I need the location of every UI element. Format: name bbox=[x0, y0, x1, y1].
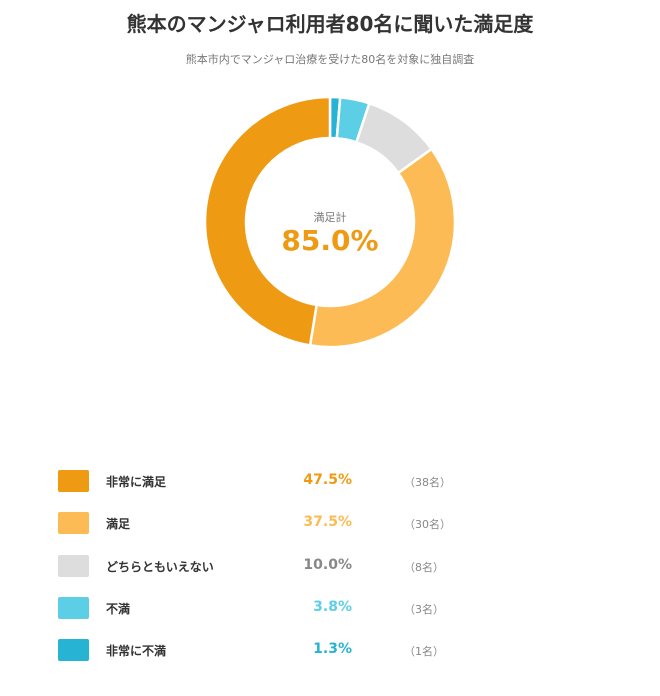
chart-title: 熊本のマンジャロ利用者80名に聞いた満足度 bbox=[126, 12, 534, 36]
legend-label: 満足 bbox=[106, 517, 131, 531]
legend-item: 満足 37.5% （30名） bbox=[0, 512, 660, 534]
legend-count: （30名） bbox=[404, 518, 451, 531]
legend-percent: 37.5% bbox=[303, 514, 352, 530]
legend-percent: 10.0% bbox=[303, 557, 352, 573]
legend-item: どちらともいえない 10.0% （8名） bbox=[0, 555, 660, 577]
legend-count: （1名） bbox=[404, 645, 444, 658]
legend-label: 非常に満足 bbox=[106, 475, 167, 489]
legend-label: 非常に不満 bbox=[106, 644, 167, 658]
chart-subtitle: 熊本市内でマンジャロ治療を受けた80名を対象に独自調査 bbox=[185, 53, 475, 66]
legend-percent: 1.3% bbox=[313, 641, 352, 657]
legend-label: 不満 bbox=[106, 602, 131, 616]
legend-percent: 3.8% bbox=[313, 599, 352, 615]
donut-chart bbox=[203, 95, 457, 349]
donut-slice bbox=[308, 147, 457, 349]
donut-center-label: 満足計 bbox=[313, 211, 347, 224]
legend-item: 非常に不満 1.3% （1名） bbox=[0, 639, 660, 661]
legend-count: （38名） bbox=[404, 476, 451, 489]
legend-item: 非常に満足 47.5% （38名） bbox=[0, 470, 660, 492]
legend-count: （3名） bbox=[404, 603, 444, 616]
legend-swatch bbox=[58, 470, 89, 492]
donut-slice bbox=[203, 95, 332, 347]
legend-item: 不満 3.8% （3名） bbox=[0, 597, 660, 619]
legend-count: （8名） bbox=[404, 561, 444, 574]
donut-center-value: 85.0% bbox=[281, 224, 379, 257]
legend-percent: 47.5% bbox=[303, 472, 352, 488]
legend-swatch bbox=[58, 512, 89, 534]
legend-swatch bbox=[58, 639, 89, 661]
legend-label: どちらともいえない bbox=[106, 560, 214, 574]
legend-swatch bbox=[58, 597, 89, 619]
legend-swatch bbox=[58, 555, 89, 577]
